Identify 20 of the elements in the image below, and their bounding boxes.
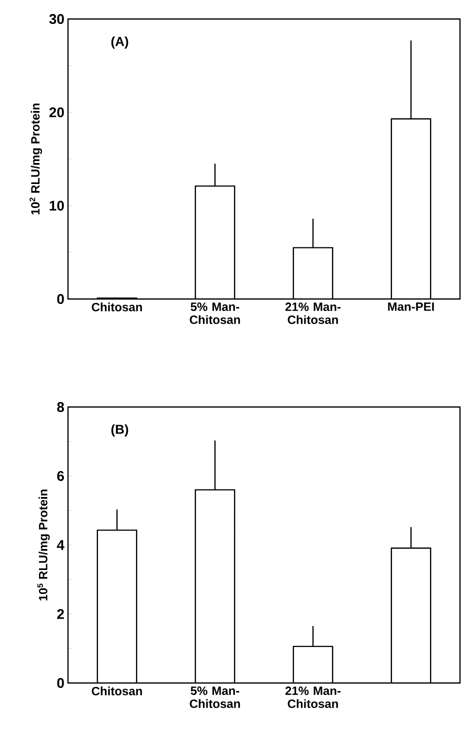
- x-tick-label: 21% Man-Chitosan: [285, 686, 341, 708]
- y-tick-label: 6: [57, 471, 64, 481]
- y-tick-label: 2: [57, 609, 64, 619]
- x-tick-label: Man-PEI: [388, 302, 434, 311]
- y-tick-label: 0: [57, 678, 64, 688]
- y-tick-label: 4: [56, 540, 64, 550]
- y-axis-title: 10$^{2}$ RLU/mg Protein: [30, 104, 42, 214]
- annotation: (B): [111, 424, 128, 436]
- x-tick-label: 21% Man-Chitosan: [285, 302, 341, 324]
- y-tick-label: 10: [50, 200, 64, 211]
- x-tick-label: Chitosan: [92, 302, 142, 312]
- annotation: (A): [111, 36, 128, 49]
- y-tick-label: 8: [57, 402, 64, 412]
- y-tick-label: 20: [49, 107, 64, 118]
- x-tick-label: 5% Man-Chitosan: [190, 302, 240, 324]
- y-axis-title: 10$^{5}$ RLU/mg Protein: [37, 490, 50, 600]
- y-tick-label: 0: [57, 294, 64, 304]
- x-tick-label: Chitosan: [92, 686, 142, 696]
- x-tick-label: 5% Man-Chitosan: [190, 686, 240, 708]
- y-tick-label: 30: [49, 14, 64, 24]
